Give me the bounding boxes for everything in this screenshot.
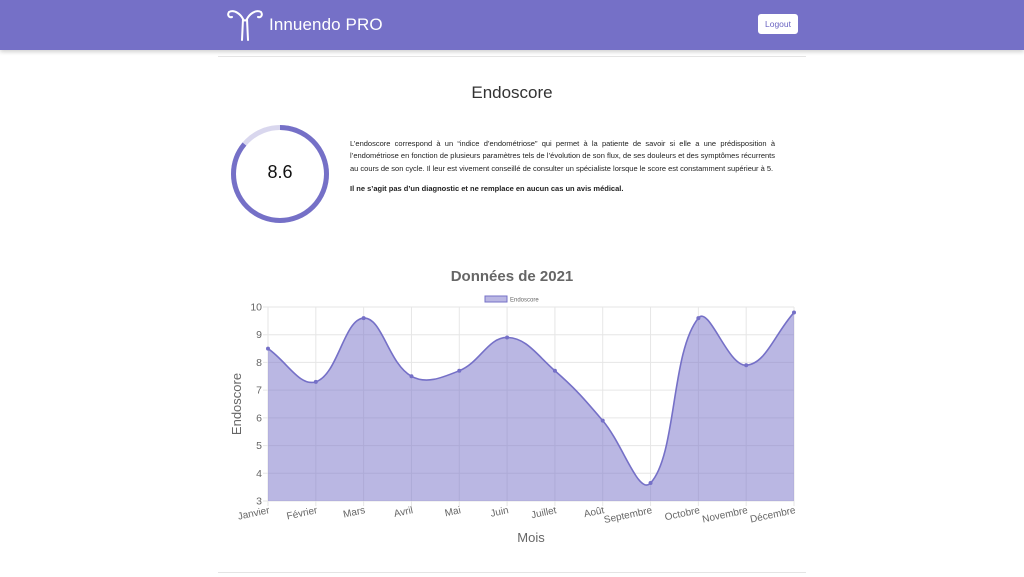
x-tick-label: Juin (489, 505, 509, 520)
x-tick-label: Mai (444, 505, 462, 519)
x-tick-label: Novembre (701, 505, 749, 525)
disclaimer-note: Il ne s’agit pas d’un diagnostic et ne r… (350, 183, 624, 193)
x-tick-label: Juillet (530, 505, 558, 521)
data-point (552, 368, 557, 373)
x-tick-label: Décembre (749, 505, 797, 525)
navbar: Innuendo PRO Logout (0, 0, 1024, 50)
series-area-fill (268, 312, 794, 501)
x-tick-label: Avril (393, 505, 414, 520)
logout-button[interactable]: Logout (758, 14, 798, 34)
x-axis-label: Mois (517, 530, 545, 545)
x-tick-label: Janvier (237, 505, 271, 523)
page-title: Endoscore (471, 83, 553, 102)
x-tick-label: Septembre (603, 505, 654, 526)
y-tick-label: 8 (256, 357, 262, 369)
legend-label: Endoscore (510, 298, 539, 304)
score-value: 8.6 (267, 162, 293, 182)
x-tick-label: Octobre (664, 505, 702, 523)
score-description: L’endoscore correspond à un “indice d’en… (350, 138, 775, 195)
uterus-logo-icon (227, 10, 263, 41)
chart-legend: Endoscore (484, 295, 539, 304)
x-tick-label: Mars (342, 505, 366, 520)
divider (218, 572, 806, 573)
x-tick-label: Août (583, 505, 606, 520)
chart-title: Données de 2021 (451, 268, 574, 285)
legend-swatch (484, 295, 508, 303)
divider (218, 56, 806, 57)
y-tick-label: 5 (256, 440, 262, 452)
y-tick-label: 10 (250, 302, 262, 314)
description-text: L’endoscore correspond à un “indice d’en… (350, 139, 775, 173)
y-axis-label: Endoscore (229, 373, 244, 435)
data-point (744, 363, 749, 368)
data-point (696, 316, 701, 321)
data-point (792, 310, 796, 315)
y-tick-label: 4 (256, 468, 262, 480)
data-point (457, 368, 462, 373)
y-tick-label: 3 (256, 496, 262, 508)
data-point (600, 418, 605, 423)
y-tick-label: 6 (256, 412, 262, 424)
y-tick-label: 7 (256, 385, 262, 397)
gauge-progress-arc (231, 125, 329, 223)
x-tick-label: Février (286, 505, 319, 522)
brand[interactable]: Innuendo PRO (226, 8, 383, 42)
score-gauge (231, 125, 329, 223)
data-point (648, 480, 653, 485)
data-point (505, 335, 510, 340)
y-tick-label: 9 (256, 329, 262, 341)
app-name: Innuendo PRO (269, 15, 383, 34)
data-point (361, 316, 366, 321)
data-point (266, 346, 270, 351)
data-point (313, 379, 318, 384)
data-point (409, 374, 414, 379)
